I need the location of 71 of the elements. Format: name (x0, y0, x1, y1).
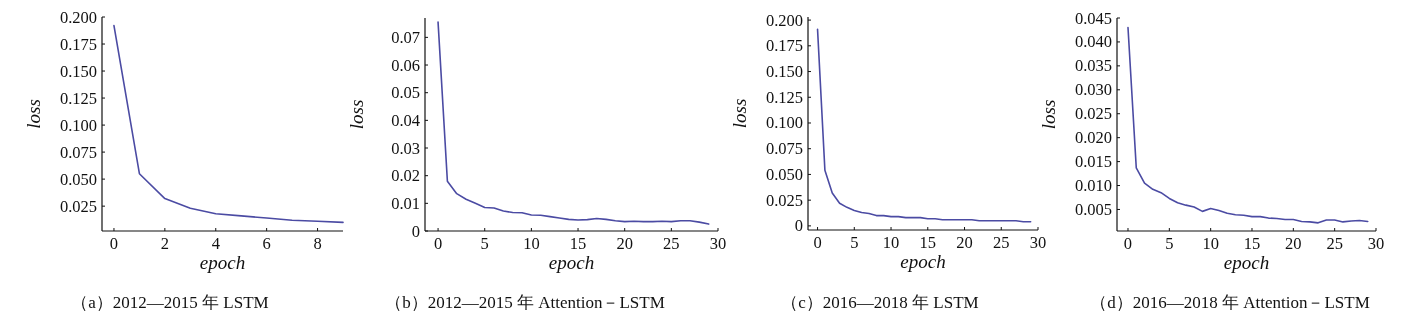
y-tick-label: 0.200 (765, 10, 803, 30)
y-tick-label: 0.07 (391, 27, 420, 47)
y-axis-title: loss (1038, 99, 1059, 130)
x-tick-label: 2 (160, 234, 169, 253)
text: （d）2016—2018 年 Attention－LSTM (1090, 293, 1370, 312)
x-tick-label: 30 (1029, 233, 1047, 252)
x-tick-label: 5 (850, 233, 859, 252)
x-tick-label: 0 (813, 233, 822, 252)
text: （a）2012—2015 年 LSTM (71, 293, 269, 312)
y-tick-label: 0.025 (765, 190, 803, 210)
y-tick-label: 0.150 (765, 62, 803, 82)
y-tick-label: 0.100 (765, 113, 803, 133)
x-tick-label: 10 (1202, 234, 1219, 253)
y-tick-label: 0.020 (1074, 128, 1112, 148)
x-axis-title: epoch (900, 251, 946, 272)
x-tick-label: 6 (262, 234, 271, 253)
x-tick-label: 30 (1367, 234, 1385, 253)
x-tick-label: 25 (993, 233, 1010, 252)
y-tick-label: 0.04 (391, 110, 420, 130)
x-tick-label: 0 (433, 234, 443, 253)
text: （c）2016—2018 年 LSTM (781, 293, 979, 312)
x-tick-label: 10 (523, 234, 540, 253)
y-tick-label: 0.200 (59, 7, 97, 27)
x-tick-label: 15 (919, 233, 937, 252)
y-tick-label: 0.02 (391, 166, 420, 186)
x-tick-label: 15 (569, 234, 587, 253)
x-tick-label: 20 (956, 233, 973, 252)
y-axis-title: loss (729, 98, 750, 129)
x-tick-label: 20 (616, 234, 633, 253)
y-tick-label: 0.06 (391, 55, 420, 75)
y-tick-label: 0.005 (1074, 199, 1112, 219)
y-tick-label: 0.03 (391, 138, 420, 158)
x-tick-label: 30 (709, 234, 727, 253)
x-tick-label: 10 (882, 233, 900, 252)
y-tick-label: 0.015 (1074, 152, 1112, 172)
x-tick-label: 25 (663, 234, 680, 253)
y-tick-label: 0.175 (59, 34, 97, 54)
x-tick-label: 0 (1123, 234, 1133, 253)
y-tick-label: 0.01 (391, 193, 420, 213)
x-tick-label: 0 (109, 234, 119, 253)
y-tick-label: 0.040 (1074, 32, 1112, 52)
y-tick-label: 0 (794, 216, 803, 236)
y-tick-label: 0.025 (1074, 104, 1112, 124)
y-tick-label: 0.030 (1074, 80, 1112, 100)
x-tick-label: 4 (211, 234, 220, 253)
y-tick-label: 0.125 (59, 88, 97, 108)
y-tick-label: 0.010 (1074, 176, 1112, 196)
y-tick-label: 0.050 (765, 164, 803, 184)
y-tick-label: 0.150 (59, 61, 97, 81)
y-tick-label: 0.175 (765, 36, 803, 56)
y-tick-label: 0.025 (59, 196, 97, 216)
y-tick-label: 0.035 (1074, 56, 1112, 76)
y-tick-label: 0.100 (59, 115, 97, 135)
y-axis-title: loss (346, 99, 367, 130)
x-axis-title: epoch (199, 252, 246, 273)
y-tick-label: 0.075 (59, 142, 97, 162)
text: （b）2012—2015 年 Attention－LSTM (385, 293, 665, 312)
x-tick-label: 20 (1285, 234, 1302, 253)
y-tick-label: 0.05 (391, 83, 420, 103)
x-axis-title: epoch (548, 252, 595, 273)
y-tick-label: 0.075 (765, 139, 803, 159)
y-tick-label: 0.125 (765, 87, 803, 107)
x-tick-label: 5 (480, 234, 489, 253)
x-tick-label: 5 (1165, 234, 1174, 253)
y-tick-label: 0.045 (1074, 8, 1112, 28)
x-tick-label: 8 (313, 234, 322, 253)
y-tick-label: 0.050 (59, 169, 97, 189)
x-tick-label: 25 (1326, 234, 1343, 253)
y-axis-title: loss (23, 99, 44, 129)
x-axis-title: epoch (1223, 252, 1270, 273)
x-tick-label: 15 (1243, 234, 1261, 253)
